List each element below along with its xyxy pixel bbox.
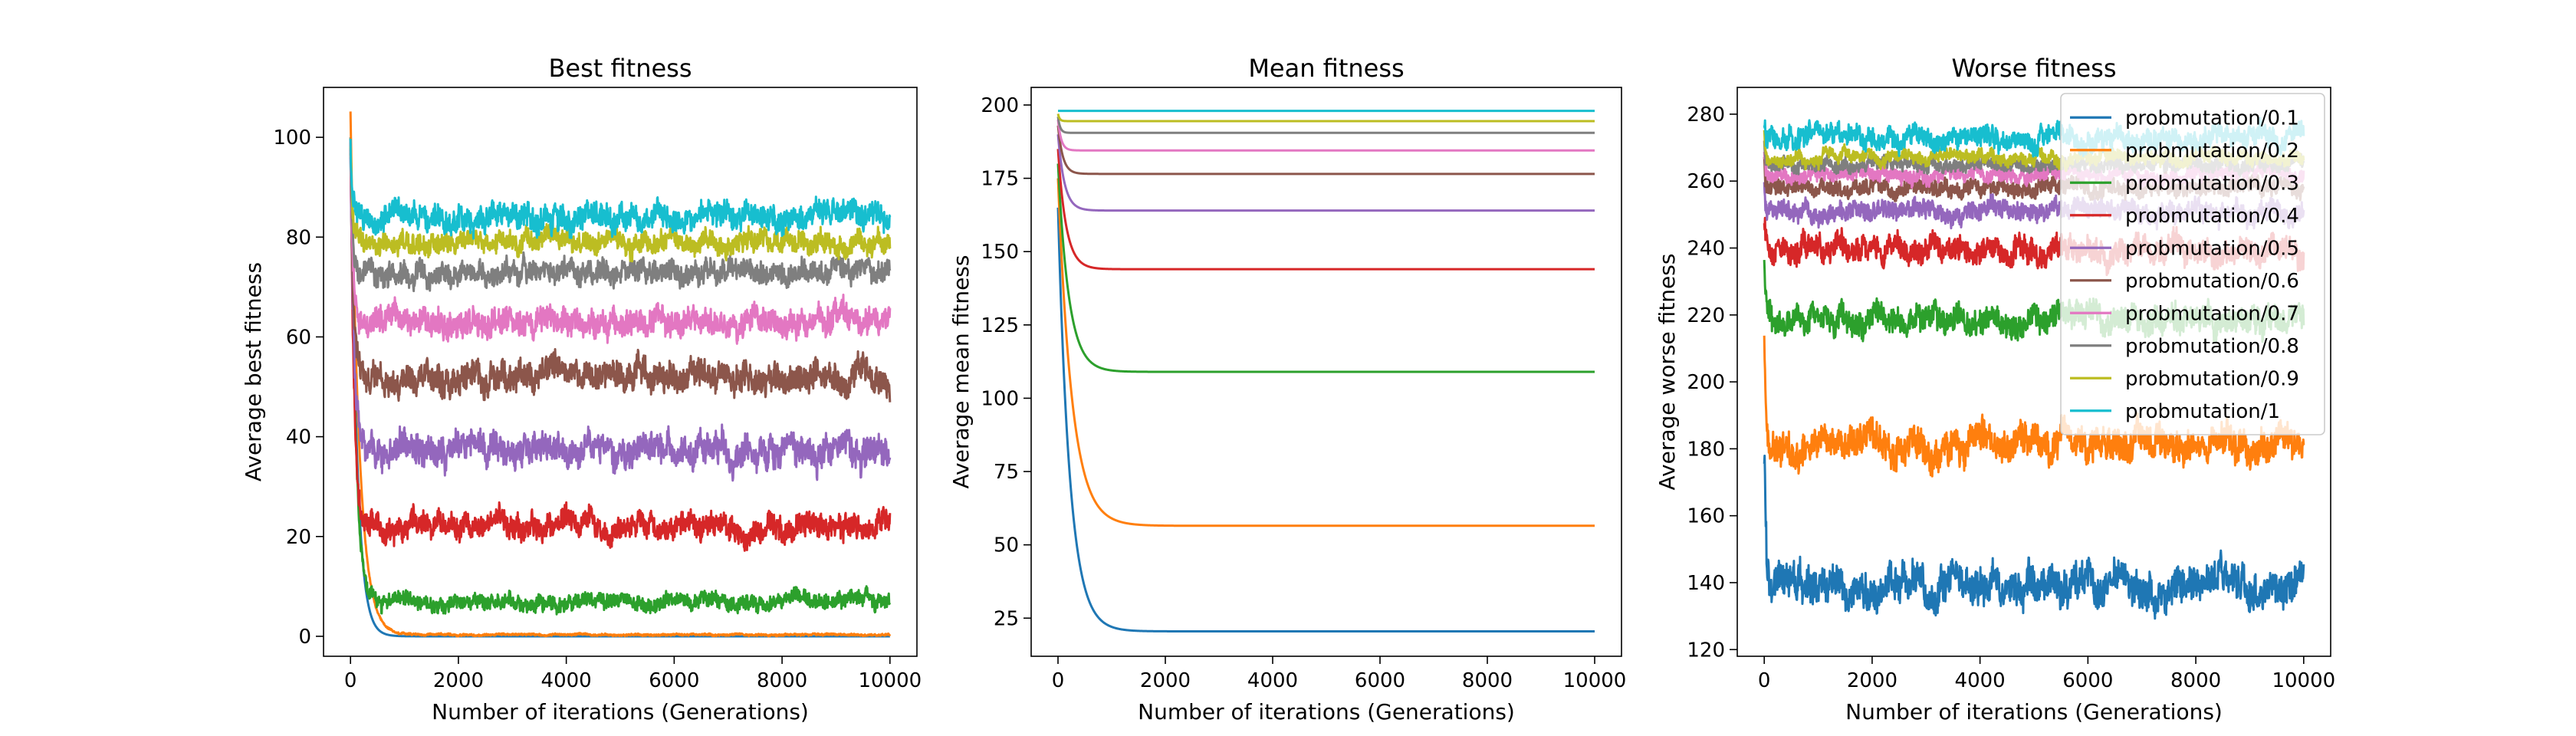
series-line-probmutation-0-1: [1763, 454, 2305, 620]
series-line-probmutation-0-3: [349, 139, 892, 616]
x-tick-label: 0: [1052, 669, 1065, 692]
mean-fitness-chart: 0 2000 4000 6000 8000 10000 25 50 75 100 125 150 175…: [948, 54, 1626, 724]
y-tick-label: 140: [1687, 572, 1725, 595]
legend-label-probmutation-0-9: probmutation/0.9: [2125, 367, 2299, 390]
x-tick-label: 2000: [1140, 669, 1191, 692]
y-tick-label: 20: [286, 526, 311, 549]
legend-label-probmutation-0-5: probmutation/0.5: [2125, 237, 2299, 260]
chart-title: Best fitness: [548, 54, 692, 83]
series-line-probmutation-0-2: [349, 111, 892, 638]
y-tick-label: 200: [1687, 371, 1725, 394]
worse-fitness-chart: 0 2000 4000 6000 8000 10000 120 140 160 180 200 220…: [1654, 54, 2335, 724]
series-line-probmutation-0-9: [1056, 113, 1595, 123]
x-tick-label: 8000: [2170, 669, 2221, 692]
series-line-probmutation-0-5: [1056, 134, 1595, 212]
x-axis-label: Number of iterations (Generations): [432, 699, 809, 724]
series-line-probmutation-0-5: [349, 157, 892, 482]
y-tick-label: 60: [286, 326, 311, 349]
legend-label-probmutation-0-1: probmutation/0.1: [2125, 107, 2299, 130]
series-line-probmutation-0-4: [349, 142, 892, 552]
series-line-probmutation-0-1: [1056, 207, 1595, 632]
y-tick-label: 25: [994, 607, 1019, 630]
y-axis-label: Average mean fitness: [948, 255, 974, 489]
series-line-probmutation-1: [349, 138, 892, 240]
y-tick-label: 50: [994, 534, 1019, 557]
series-lines: [349, 111, 892, 638]
series-line-probmutation-0-4: [1056, 149, 1595, 271]
series-line-probmutation-0-6: [1056, 125, 1595, 176]
y-tick-label: 40: [286, 426, 311, 449]
x-tick-label: 6000: [1355, 669, 1405, 692]
x-tick-label: 6000: [2062, 669, 2113, 692]
legend-box: [2060, 93, 2325, 435]
x-tick-label: 8000: [757, 669, 807, 692]
best-fitness-chart: 0 2000 4000 6000 8000 10000 0 20 40 60 80 100 Best f…: [241, 54, 922, 724]
series-line-probmutation-0-3: [1056, 163, 1595, 373]
x-axis-label: Number of iterations (Generations): [1138, 699, 1515, 724]
plot-frame: [1737, 87, 2331, 657]
series-line-probmutation-0-7: [349, 140, 892, 345]
x-tick-label: 0: [1758, 669, 1771, 692]
x-tick-label: 4000: [1955, 669, 2006, 692]
series-line-probmutation-0-8: [349, 153, 892, 293]
chart-title: Mean fitness: [1248, 54, 1404, 83]
y-tick-label: 100: [981, 387, 1019, 410]
series-line-probmutation-0-2: [1056, 178, 1595, 527]
plot-frame: [323, 87, 918, 657]
plot-frame: [1030, 87, 1622, 657]
y-tick-label: 80: [286, 226, 311, 249]
x-tick-label: 8000: [1462, 669, 1513, 692]
y-tick-label: 175: [981, 168, 1019, 191]
x-tick-label: 2000: [433, 669, 484, 692]
y-axis-label: Average worse fitness: [1654, 254, 1680, 491]
x-axis-label: Number of iterations (Generations): [1845, 699, 2223, 724]
y-tick-label: 120: [1687, 639, 1725, 662]
legend-label-probmutation-1: probmutation/1: [2125, 400, 2280, 423]
series-line-probmutation-0-6: [349, 148, 892, 402]
chart-title: Worse fitness: [1951, 54, 2116, 83]
y-tick-label: 75: [994, 461, 1019, 484]
series-lines: [1056, 110, 1595, 632]
y-axis-label: Average best fitness: [241, 262, 266, 481]
legend-label-probmutation-0-2: probmutation/0.2: [2125, 140, 2299, 163]
x-tick-label: 10000: [1563, 669, 1627, 692]
y-tick-label: 160: [1687, 505, 1725, 528]
y-tick-label: 100: [273, 127, 311, 150]
legend: probmutation/0.1 probmutation/0.2 probmuta…: [2060, 93, 2325, 435]
y-tick-label: 220: [1687, 304, 1725, 327]
x-tick-label: 0: [344, 669, 357, 692]
y-tick-label: 180: [1687, 438, 1725, 461]
x-tick-label: 6000: [649, 669, 699, 692]
y-tick-label: 260: [1687, 170, 1725, 193]
x-tick-label: 10000: [2272, 669, 2335, 692]
x-tick-label: 4000: [541, 669, 592, 692]
x-tick-label: 4000: [1247, 669, 1298, 692]
y-tick-label: 0: [298, 626, 311, 649]
series-line-probmutation-0-8: [1056, 117, 1595, 134]
y-tick-label: 240: [1687, 238, 1725, 261]
legend-label-probmutation-0-3: probmutation/0.3: [2125, 172, 2299, 195]
legend-label-probmutation-0-8: probmutation/0.8: [2125, 335, 2299, 358]
legend-label-probmutation-0-6: probmutation/0.6: [2125, 270, 2299, 293]
legend-label-probmutation-0-7: probmutation/0.7: [2125, 302, 2299, 325]
x-tick-label: 10000: [858, 669, 922, 692]
y-tick-label: 200: [981, 94, 1019, 117]
y-tick-label: 125: [981, 314, 1019, 337]
y-tick-label: 280: [1687, 104, 1725, 127]
y-tick-label: 150: [981, 241, 1019, 264]
series-line-probmutation-0-7: [1056, 119, 1595, 152]
legend-label-probmutation-0-4: probmutation/0.4: [2125, 205, 2299, 228]
x-tick-label: 2000: [1847, 669, 1898, 692]
series-line-probmutation-0-9: [349, 146, 892, 263]
